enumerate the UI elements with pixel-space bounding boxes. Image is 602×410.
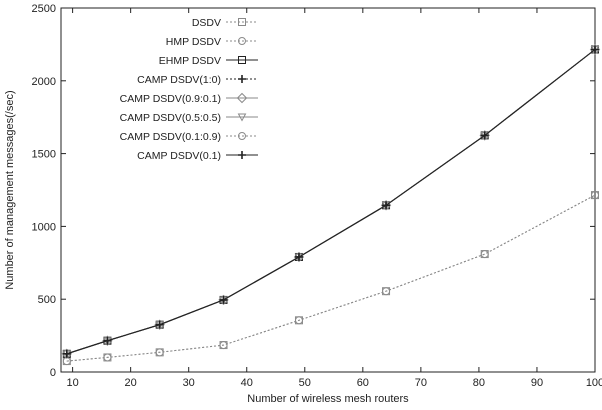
series-line xyxy=(66,194,596,362)
x-tick-label: 70 xyxy=(415,377,427,389)
data-point xyxy=(294,252,303,261)
y-tick-label: 2500 xyxy=(32,3,56,15)
legend-marker xyxy=(237,113,247,122)
x-tick-label: 40 xyxy=(241,377,253,389)
data-point xyxy=(382,201,391,210)
x-tick-label: 80 xyxy=(473,377,485,389)
data-point xyxy=(62,349,71,358)
data-point xyxy=(294,316,303,325)
legend-marker xyxy=(238,37,246,45)
axis-ticks: 10 20 30 40 50 60 70 80 90 1000500100015002000250… xyxy=(32,3,602,389)
legend-marker xyxy=(238,132,246,140)
data-point xyxy=(103,353,112,362)
data-point xyxy=(591,45,599,54)
series-4 xyxy=(61,44,601,360)
y-tick-label: 0 xyxy=(50,367,56,379)
y-tick-label: 2000 xyxy=(32,76,56,88)
legend-marker xyxy=(238,56,246,64)
series-1 xyxy=(62,191,599,366)
data-point xyxy=(480,131,489,140)
series-layer xyxy=(61,44,601,366)
legend-label: CAMP DSDV(0.1) xyxy=(137,150,221,162)
series-7 xyxy=(62,45,599,358)
data-point xyxy=(480,250,489,259)
y-tick-label: 1000 xyxy=(32,221,56,233)
legend-label: CAMP DSDV(0.9:0.1) xyxy=(120,93,221,105)
x-tick-label: 10 xyxy=(66,377,78,389)
y-tick-label: 1500 xyxy=(32,149,56,161)
data-point xyxy=(103,336,112,345)
legend-label: EHMP DSDV xyxy=(159,55,221,67)
legend-marker xyxy=(238,18,246,26)
data-point xyxy=(382,287,391,296)
series-line xyxy=(66,49,596,355)
data-point xyxy=(219,295,228,304)
y-axis-title: Number of management messages(/sec) xyxy=(4,90,16,289)
legend-label: CAMP DSDV(0.5:0.5) xyxy=(120,112,221,124)
x-tick-label: 90 xyxy=(531,377,543,389)
legend-label: HMP DSDV xyxy=(166,36,221,48)
series-0 xyxy=(62,191,599,366)
data-point xyxy=(219,341,228,350)
legend-label: DSDV xyxy=(192,17,221,29)
data-point xyxy=(155,348,164,357)
legend-marker xyxy=(238,151,246,159)
y-tick-label: 500 xyxy=(38,294,56,306)
legend-label: CAMP DSDV(0.1:0.9) xyxy=(120,131,221,143)
legend-label: CAMP DSDV(1:0) xyxy=(137,74,221,86)
x-tick-label: 50 xyxy=(299,377,311,389)
x-tick-label: 100 xyxy=(586,377,602,389)
x-tick-label: 60 xyxy=(357,377,369,389)
x-tick-label: 20 xyxy=(125,377,137,389)
data-point xyxy=(591,191,599,200)
legend: DSDV HMP DSDV EHMP DSDV CAMP DSDV(1:0) CAMP … xyxy=(120,17,258,162)
legend-marker xyxy=(236,92,248,104)
x-tick-label: 30 xyxy=(183,377,195,389)
legend-marker xyxy=(238,75,246,83)
data-point xyxy=(155,320,164,329)
x-axis-title: Number of wireless mesh routers xyxy=(247,393,409,405)
series-line xyxy=(66,194,596,362)
plot-frame xyxy=(60,7,596,373)
